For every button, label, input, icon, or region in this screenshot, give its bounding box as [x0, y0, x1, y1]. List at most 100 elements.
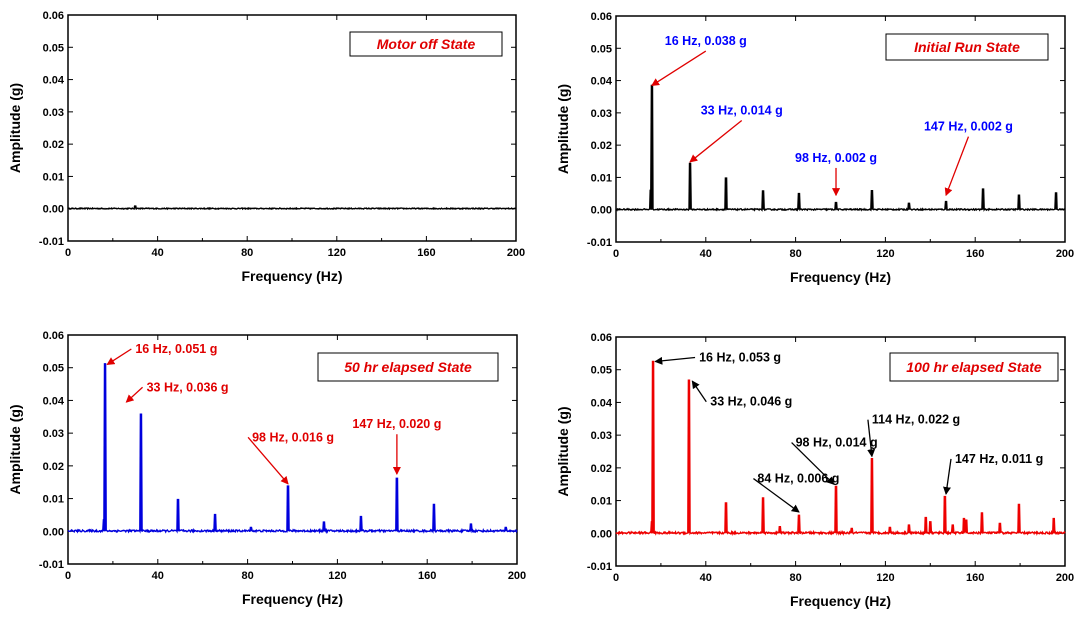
x-tick-label: 0 [613, 572, 619, 584]
x-axis-title: Frequency (Hz) [241, 268, 342, 284]
x-tick-label: 200 [1056, 248, 1074, 260]
x-tick-label: 200 [1056, 572, 1074, 584]
state-label-box [885, 33, 1049, 61]
x-tick-label: 120 [328, 247, 346, 259]
x-tick-label: 40 [700, 572, 712, 584]
y-tick-label: 0.01 [591, 496, 612, 508]
annotation-arrow [753, 478, 800, 513]
x-tick-label: 200 [508, 570, 526, 582]
y-tick-label: 0.06 [43, 330, 64, 342]
annotation-label: 147 Hz, 0.020 g [352, 417, 441, 431]
y-tick-label: 0.00 [591, 205, 612, 217]
x-tick-label: 40 [700, 248, 712, 260]
annotation-arrow [125, 386, 144, 403]
x-tick-label: 120 [328, 570, 346, 582]
y-tick-label: 0.02 [43, 139, 64, 151]
annotation-arrow [651, 50, 707, 86]
y-tick-label: 0.03 [591, 108, 612, 120]
state-label: Initial Run State [914, 39, 1020, 55]
x-tick-label: 120 [876, 248, 894, 260]
x-tick-label: 120 [876, 572, 894, 584]
annotation-arrow [106, 348, 132, 365]
y-tick-label: 0.06 [43, 10, 64, 22]
x-tick-label: 200 [507, 247, 525, 259]
y-tick-label: 0.01 [591, 172, 612, 184]
y-tick-label: 0.01 [43, 494, 64, 506]
annotation-label: 114 Hz, 0.022 g [872, 413, 960, 427]
y-tick-label: 0.04 [43, 75, 65, 87]
y-tick-label: 0.00 [591, 528, 612, 540]
annotation-label: 33 Hz, 0.046 g [710, 395, 792, 409]
annotation-label: 84 Hz, 0.006 g [757, 472, 839, 486]
annotation-label: 147 Hz, 0.011 g [955, 452, 1043, 466]
annotation-label: 98 Hz, 0.014 g [796, 436, 878, 450]
x-tick-label: 40 [152, 570, 164, 582]
spectrum-line [615, 360, 1066, 537]
annotation-arrow [944, 136, 970, 197]
x-tick-label: 160 [418, 570, 436, 582]
state-label: 50 hr elapsed State [344, 359, 472, 375]
y-tick-label: 0.05 [43, 42, 64, 54]
annotation-arrow [247, 436, 289, 485]
y-tick-label: 0.06 [591, 11, 612, 23]
y-tick-label: 0.02 [591, 463, 612, 475]
annotation-label: 16 Hz, 0.051 g [135, 342, 217, 356]
state-label: 100 hr elapsed State [906, 359, 1042, 375]
annotation-label: 33 Hz, 0.014 g [701, 103, 783, 117]
y-tick-label: 0.04 [43, 395, 65, 407]
y-tick-label: -0.01 [39, 236, 64, 248]
chart-panel-1: 0 40 80 120 160 200 -0.01 0.00 0.01 0.02 0.03 0.04 0… [7, 10, 525, 284]
annotation-arrow [791, 442, 835, 485]
y-tick-label: 0.05 [43, 363, 64, 375]
x-tick-label: 80 [789, 572, 801, 584]
x-tick-label: 160 [417, 247, 435, 259]
y-axis-title: Amplitude (g) [7, 83, 23, 173]
y-tick-label: -0.01 [587, 237, 612, 249]
annotation-label: 98 Hz, 0.002 g [795, 151, 877, 165]
annotation-label: 33 Hz, 0.036 g [147, 380, 229, 394]
x-tick-label: 80 [241, 570, 253, 582]
y-tick-label: 0.06 [591, 332, 612, 344]
annotation-arrow [689, 119, 743, 163]
spectrum-line [67, 363, 518, 535]
x-tick-label: 160 [966, 572, 984, 584]
annotation-label: 16 Hz, 0.038 g [665, 34, 747, 48]
x-axis-title: Frequency (Hz) [790, 269, 891, 285]
annotation-arrow [691, 380, 707, 403]
x-tick-label: 80 [789, 248, 801, 260]
annotation-arrow [867, 419, 876, 458]
spectrum-line [615, 84, 1066, 212]
y-tick-label: -0.01 [39, 559, 64, 571]
y-tick-label: 0.03 [43, 428, 64, 440]
chart-panel-2: 0 40 80 120 160 200 -0.01 0.00 0.01 0.02 0.03 0.04 0… [555, 11, 1074, 285]
annotation-arrow [943, 458, 952, 496]
annotation-arrow [654, 356, 696, 365]
x-tick-label: 160 [966, 248, 984, 260]
y-tick-label: 0.00 [43, 204, 64, 216]
y-tick-label: 0.01 [43, 171, 64, 183]
y-tick-label: 0.04 [591, 76, 613, 88]
x-tick-label: 80 [241, 247, 253, 259]
x-axis-title: Frequency (Hz) [790, 593, 891, 609]
x-tick-label: 0 [65, 570, 71, 582]
y-tick-label: 0.00 [43, 526, 64, 538]
y-tick-label: -0.01 [587, 561, 612, 573]
x-axis-title: Frequency (Hz) [242, 591, 343, 607]
y-tick-label: 0.02 [591, 140, 612, 152]
x-tick-label: 0 [65, 247, 71, 259]
y-tick-label: 0.03 [591, 430, 612, 442]
y-axis-title: Amplitude (g) [555, 84, 571, 174]
y-axis-title: Amplitude (g) [7, 404, 23, 494]
chart-panel-4: 0 40 80 120 160 200 -0.01 0.00 0.01 0.02 0.03 0.04 0… [555, 332, 1074, 609]
y-axis-title: Amplitude (g) [555, 406, 571, 496]
y-tick-label: 0.02 [43, 461, 64, 473]
y-tick-label: 0.04 [591, 397, 613, 409]
state-label: Motor off State [377, 36, 476, 52]
y-tick-label: 0.03 [43, 107, 64, 119]
x-tick-label: 0 [613, 248, 619, 260]
annotation-label: 98 Hz, 0.016 g [252, 430, 334, 444]
y-tick-label: 0.05 [591, 365, 612, 377]
x-tick-label: 40 [151, 247, 163, 259]
y-tick-label: 0.05 [591, 43, 612, 55]
